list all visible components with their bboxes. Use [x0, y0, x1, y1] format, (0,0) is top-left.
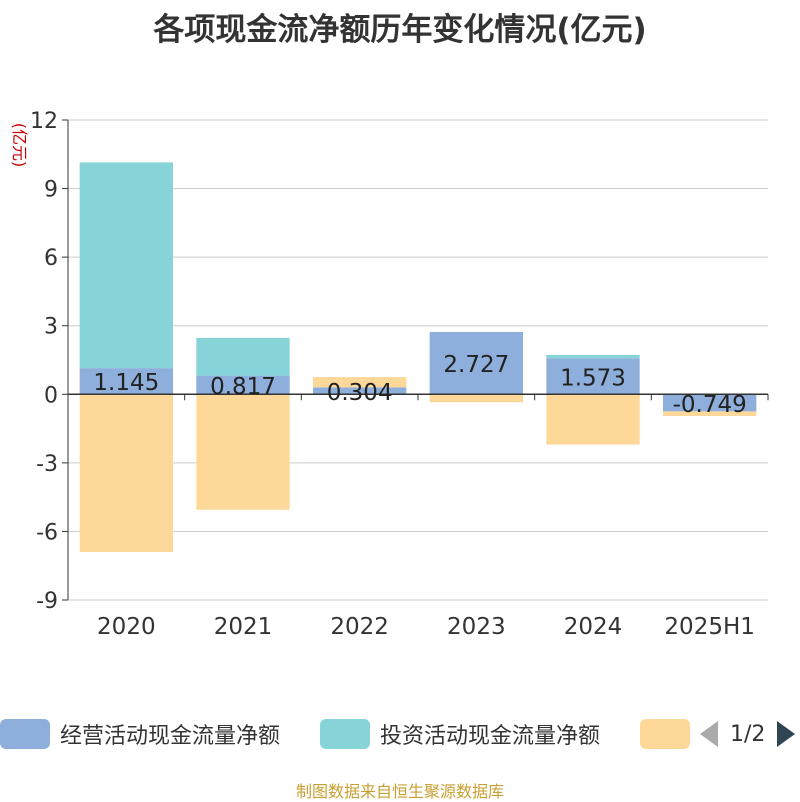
legend-swatch: [640, 719, 690, 749]
y-tick-label: 12: [30, 109, 58, 134]
data-label: 1.573: [560, 365, 626, 391]
data-label: 1.145: [93, 370, 159, 396]
y-tick-label: -9: [36, 589, 58, 614]
bar-series1: [429, 331, 523, 395]
source-note: 制图数据来自恒生聚源数据库: [295, 782, 504, 801]
data-label: -0.749: [673, 392, 747, 418]
bar-series3: [196, 394, 290, 510]
pager-prev-icon[interactable]: [700, 721, 718, 747]
bar-series1: [79, 368, 173, 395]
x-tick-label: 2021: [214, 614, 273, 640]
y-tick-label: 9: [44, 178, 58, 203]
y-tick-label: 0: [44, 383, 58, 408]
data-label: 0.817: [210, 374, 276, 400]
pager-text: 1/2: [730, 721, 766, 747]
pager-next-icon[interactable]: [777, 721, 796, 747]
x-tick-label: 2024: [564, 614, 623, 640]
legend-swatch: [0, 719, 50, 749]
y-axis-label: (亿元): [10, 123, 29, 168]
legend-label: 投资活动现金流量净额: [380, 724, 601, 749]
x-tick-label: 2022: [330, 614, 389, 640]
bar-series1: [663, 394, 757, 412]
chart-title: 各项现金流净额历年变化情况(亿元): [153, 12, 647, 48]
bar-series3: [313, 377, 407, 388]
legend-pager: 1/2: [700, 716, 796, 752]
bar-series3: [429, 394, 523, 403]
bar-series1: [196, 375, 290, 395]
bar-series2: [196, 337, 290, 376]
legend-item[interactable]: [640, 716, 700, 752]
bar-series3: [546, 394, 640, 445]
bar-series3: [663, 411, 757, 416]
y-tick-label: -6: [36, 520, 58, 545]
legend-item[interactable]: 投资活动现金流量净额: [320, 716, 600, 752]
bar-series2: [79, 162, 173, 369]
bar-series3: [79, 394, 173, 552]
bar-series1: [546, 358, 640, 395]
x-tick-label: 2025H1: [664, 614, 754, 640]
data-label: 2.727: [443, 352, 509, 378]
legend-item[interactable]: 经营活动现金流量净额: [0, 716, 280, 752]
legend-label: 经营活动现金流量净额: [60, 724, 281, 749]
y-tick-label: 6: [44, 246, 58, 271]
x-tick-label: 2020: [97, 614, 156, 640]
bar-series1: [313, 387, 407, 395]
y-tick-label: -3: [36, 452, 58, 477]
legend: 经营活动现金流量净额 投资活动现金流量净额: [0, 716, 800, 752]
bar-series2: [546, 354, 640, 359]
x-tick-label: 2023: [447, 614, 506, 640]
data-label: 0.304: [327, 380, 393, 406]
y-tick-label: 3: [44, 315, 58, 340]
legend-swatch: [320, 719, 370, 749]
